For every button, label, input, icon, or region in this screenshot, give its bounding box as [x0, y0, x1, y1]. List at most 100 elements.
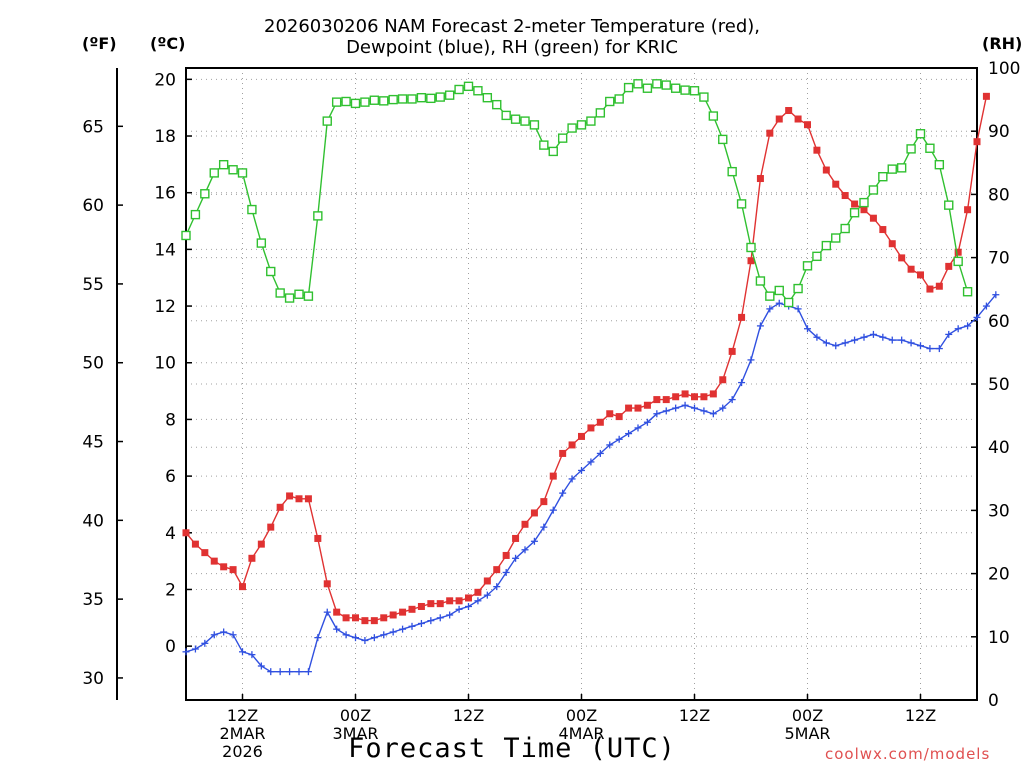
temperature-point — [964, 206, 972, 214]
rh-point — [793, 283, 803, 294]
temperature-point — [596, 418, 604, 426]
rh-tick-label: 40 — [988, 438, 1010, 458]
celsius-tick-label: 16 — [154, 184, 176, 204]
temperature-point — [973, 138, 981, 146]
dewpoint-point — [822, 339, 830, 347]
rh-point — [699, 92, 709, 102]
dewpoint-point — [879, 333, 887, 341]
rh-tick-label: 70 — [988, 249, 1010, 269]
dewpoint-point — [380, 631, 388, 639]
rh-point — [896, 163, 907, 173]
temperature-point — [672, 393, 680, 401]
temperature-point — [568, 441, 576, 449]
rh-point — [670, 83, 681, 93]
source-credit[interactable]: coolwx.com/models — [825, 745, 991, 763]
series-line-temperature — [185, 96, 988, 622]
rh-point — [586, 116, 596, 126]
temperature-point — [220, 563, 228, 571]
dewpoint-point — [276, 668, 284, 676]
temperature-point — [841, 192, 849, 200]
rh-point — [718, 134, 728, 145]
rh-point — [557, 133, 568, 143]
dewpoint-point — [248, 651, 256, 659]
celsius-tick-label: 12 — [154, 297, 176, 317]
temperature-point — [210, 557, 218, 565]
temperature-point — [794, 115, 802, 123]
temperature-point — [945, 262, 953, 270]
dewpoint-point — [568, 475, 576, 483]
rh-point — [416, 93, 427, 103]
dewpoint-point — [935, 345, 943, 353]
rh-tick-label: 20 — [988, 565, 1010, 585]
fahrenheit-unit-label: (ºF) — [82, 34, 117, 53]
dewpoint-point — [681, 401, 689, 409]
data-series — [181, 79, 1000, 676]
x-tick-label: 2MAR — [219, 724, 265, 743]
dewpoint-point — [559, 489, 567, 497]
celsius-unit-label: (ºC) — [150, 34, 186, 53]
temperature-point — [380, 614, 388, 622]
dewpoint-point — [766, 305, 774, 313]
rh-point — [228, 165, 238, 175]
rh-point — [341, 96, 351, 107]
x-axis-title: Forecast Time (UTC) — [348, 733, 676, 764]
rh-point — [181, 230, 191, 241]
rh-point — [247, 204, 257, 215]
rh-point — [294, 289, 304, 299]
temperature-point — [474, 588, 482, 596]
temperature-point — [323, 580, 331, 588]
celsius-tick-label: 2 — [165, 580, 176, 600]
rh-point — [953, 256, 963, 267]
rh-point — [218, 159, 229, 170]
temperature-point — [446, 597, 454, 605]
dewpoint-point — [427, 617, 435, 625]
rh-point — [812, 251, 822, 262]
temperature-point — [286, 492, 294, 500]
dewpoint-point — [804, 325, 811, 333]
rh-tick-label: 30 — [988, 501, 1010, 521]
dewpoint-point — [455, 605, 463, 613]
x-tick-label: 12Z — [227, 706, 258, 725]
rh-point — [652, 79, 662, 89]
fahrenheit-tick-label: 60 — [82, 196, 104, 216]
dewpoint-point — [738, 379, 746, 387]
rh-point — [190, 209, 201, 220]
temperature-point — [502, 551, 510, 559]
temperature-point — [813, 146, 821, 154]
rh-point — [331, 97, 342, 107]
temperature-point — [691, 393, 698, 401]
temperature-point — [248, 554, 256, 562]
temperature-point — [361, 617, 369, 625]
x-tick-label: 00Z — [340, 706, 371, 725]
temperature-point — [728, 347, 736, 355]
dewpoint-point — [286, 668, 294, 676]
rh-tick-label: 80 — [988, 185, 1010, 205]
rh-tick-label: 50 — [988, 375, 1010, 395]
rh-point — [435, 92, 445, 102]
rh-point — [774, 285, 784, 296]
dewpoint-point — [917, 342, 924, 350]
dewpoint-point — [954, 325, 962, 333]
rh-point — [237, 168, 248, 178]
rh-point — [501, 110, 511, 121]
dewpoint-point — [643, 418, 651, 426]
temperature-point — [738, 313, 746, 321]
temperature-point — [342, 614, 350, 622]
temperature-point — [898, 254, 906, 262]
rh-point — [831, 233, 841, 243]
dewpoint-point — [549, 506, 557, 514]
rh-point — [539, 140, 549, 150]
dewpoint-point — [361, 636, 369, 644]
temperature-point — [417, 602, 425, 610]
temperature-point — [954, 248, 962, 256]
dewpoint-point — [615, 435, 623, 443]
temperature-point — [747, 257, 755, 265]
rh-tick-label: 90 — [988, 122, 1010, 142]
series-rh — [181, 79, 973, 308]
x-tick-label: 5MAR — [784, 724, 830, 743]
dewpoint-point — [860, 333, 868, 341]
temperature-point — [229, 566, 237, 574]
dewpoint-point — [314, 634, 322, 642]
dewpoint-point — [182, 648, 190, 656]
chart-title-line-1: 2026030206 NAM Forecast 2-meter Temperat… — [264, 16, 760, 37]
